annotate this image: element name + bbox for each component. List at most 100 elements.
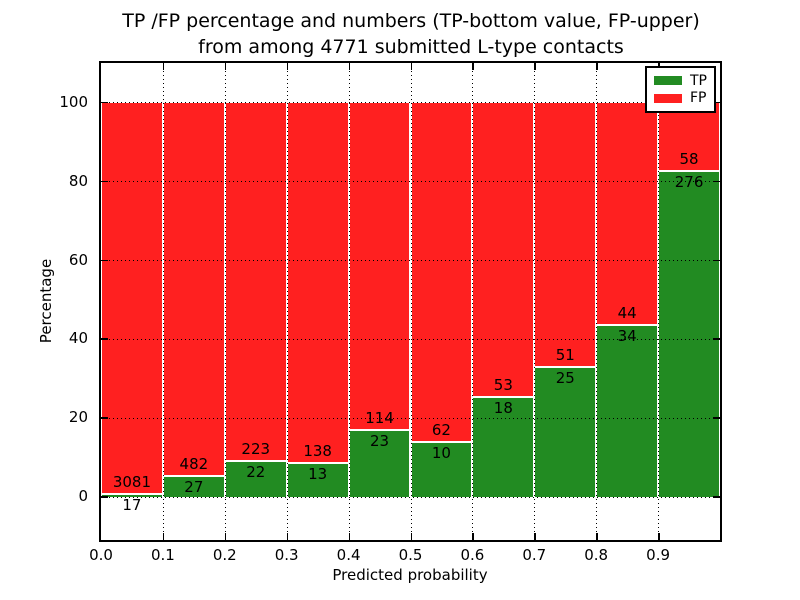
v-gridline: [286, 63, 288, 540]
x-tick-mark: [410, 533, 412, 540]
x-tick-mark: [472, 533, 474, 540]
x-tick-label: 0.5: [398, 546, 423, 564]
chart-title-line2: from among 4771 submitted L-type contact…: [198, 36, 624, 58]
y-tick-mark: [713, 259, 720, 262]
bar-segment-tp: [224, 461, 287, 497]
v-gridline: [534, 63, 536, 540]
v-gridline: [410, 63, 412, 540]
y-tick-mark: [101, 496, 108, 498]
legend-entry-fp: FP: [654, 91, 707, 105]
v-gridline: [658, 63, 660, 540]
bar-segment-fp: [224, 102, 287, 462]
v-gridline: [348, 63, 350, 540]
v-gridline: [472, 63, 474, 540]
x-tick-label: 0.4: [336, 546, 361, 564]
bar-label-fp: 138: [303, 441, 332, 460]
bar-label-tp: 276: [674, 172, 704, 191]
ticks-layer: [101, 63, 720, 540]
bar-segment-fp: [658, 102, 720, 171]
bar-segment-tp: [101, 494, 163, 497]
x-tick-label: 0.2: [212, 546, 237, 564]
y-tick-mark: [713, 496, 720, 498]
x-tick-mark: [658, 533, 660, 540]
bar-label-tp: 10: [431, 443, 451, 462]
chart-title-line1: TP /FP percentage and numbers (TP-bottom…: [122, 10, 700, 32]
bar-label-tp: 34: [617, 326, 637, 345]
bar-label-fp: 51: [555, 345, 575, 364]
v-gridline: [224, 63, 226, 540]
y-tick-mark: [101, 338, 108, 340]
y-tick-mark: [713, 101, 720, 104]
tp-swatch-icon: [654, 76, 682, 86]
bar-label-tp: 18: [493, 398, 513, 417]
plot-area: 3081 17 482 27 223 22 138 13 114 23 62 10 53 18 51 25 44…: [99, 61, 722, 542]
bar-label-fp: 223: [241, 440, 271, 459]
x-tick-label: 0.7: [522, 546, 547, 564]
bar-labels-layer: 3081 17 482 27 223 22 138 13 114 23 62 10 53 18 51 25 44…: [101, 63, 720, 540]
bar-label-tp: 23: [370, 432, 390, 451]
bar-segment-tp: [534, 366, 597, 497]
x-tick-label: 0.9: [646, 546, 671, 564]
bar-label-fp: 3081: [112, 473, 152, 492]
x-tick-label: 0.1: [150, 546, 175, 564]
x-tick-mark: [348, 63, 351, 70]
y-tick-label: 80: [68, 171, 88, 190]
bar-segment-tp: [348, 430, 411, 497]
y-tick-label: 40: [68, 329, 88, 348]
fp-swatch-icon: [654, 93, 682, 103]
bar-label-tp: 25: [555, 368, 575, 387]
y-tick-label: 0: [78, 487, 88, 506]
bar-label-tp: 27: [184, 477, 204, 496]
y-tick-mark: [713, 338, 720, 340]
legend-label-tp: TP: [690, 72, 707, 89]
legend-entry-tp: TP: [654, 74, 707, 88]
legend-label-fp: FP: [690, 90, 707, 107]
x-tick-mark: [162, 533, 165, 540]
x-tick-mark: [286, 533, 289, 540]
legend: TP FP: [645, 66, 716, 113]
bar-label-fp: 44: [617, 303, 637, 322]
x-tick-mark: [596, 63, 598, 70]
x-tick-label: 0.6: [460, 546, 485, 564]
bar-label-tp: 13: [308, 464, 328, 483]
x-tick-mark: [534, 533, 536, 540]
bar-label-fp: 53: [493, 375, 513, 394]
y-tick-mark: [101, 101, 108, 104]
bar-segment-fp: [101, 102, 163, 495]
bar-label-fp: 114: [365, 409, 394, 428]
y-tick-mark: [713, 180, 720, 183]
grid-layer: [101, 63, 720, 540]
x-tick-mark: [286, 63, 289, 70]
bar-segment-fp: [286, 102, 349, 463]
x-tick-mark: [224, 63, 227, 70]
y-tick-label: 100: [59, 92, 88, 111]
bar-label-tp: 17: [122, 496, 142, 515]
x-axis-label: Predicted probability: [332, 566, 488, 584]
x-tick-label: 0.0: [89, 546, 113, 564]
x-tick-mark: [162, 63, 165, 70]
x-tick-label: 0.3: [274, 546, 299, 564]
bar-segment-fp: [410, 102, 473, 442]
y-tick-label: 60: [68, 250, 88, 269]
y-tick-mark: [713, 417, 720, 419]
chart-title: TP /FP percentage and numbers (TP-bottom…: [0, 8, 800, 60]
bar-label-fp: 482: [179, 454, 209, 473]
x-tick-mark: [224, 533, 227, 540]
y-tick-mark: [101, 417, 108, 419]
bar-segment-tp: [472, 396, 535, 497]
v-gridline: [162, 63, 164, 540]
bar-segment-fp: [596, 102, 659, 325]
bar-segment-tp: [596, 324, 659, 497]
bar-segment-tp: [286, 462, 349, 497]
x-tick-mark: [596, 533, 598, 540]
x-tick-mark: [410, 63, 412, 70]
y-tick-label: 20: [68, 408, 88, 427]
x-tick-mark: [348, 533, 351, 540]
y-tick-mark: [101, 259, 108, 262]
y-tick-mark: [101, 180, 108, 183]
bar-segment-fp: [534, 102, 597, 367]
bar-segment-fp: [472, 102, 535, 397]
x-tick-mark: [472, 63, 474, 70]
bars-layer: [101, 63, 720, 540]
